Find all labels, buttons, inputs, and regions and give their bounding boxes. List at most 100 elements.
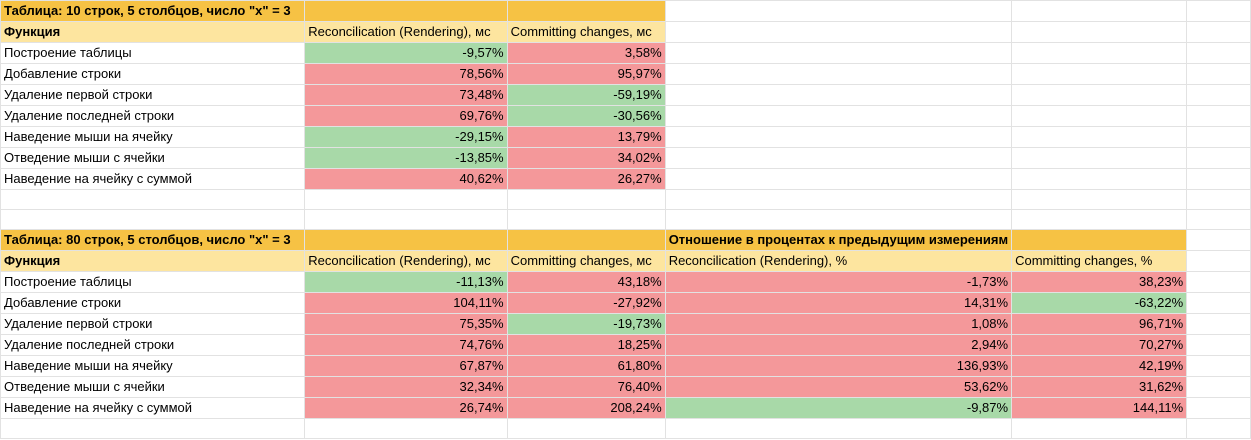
cell[interactable] <box>1186 21 1251 43</box>
cell[interactable] <box>506 189 666 210</box>
table2-value-cell[interactable]: 1,08% <box>664 313 1013 335</box>
cell[interactable] <box>1011 126 1188 148</box>
table2-value-cell[interactable]: 136,93% <box>664 355 1013 377</box>
cell[interactable] <box>1186 229 1251 251</box>
cell[interactable] <box>1186 84 1251 106</box>
table1-header-function[interactable]: Функция <box>0 21 306 43</box>
table1-function-name[interactable]: Добавление строки <box>0 63 306 85</box>
cell[interactable] <box>1011 42 1188 64</box>
table1-header-rendering[interactable]: Reconcilication (Rendering), мс <box>304 21 508 43</box>
table2-value-cell[interactable]: 14,31% <box>664 292 1013 314</box>
table2-value-cell[interactable]: 31,62% <box>1011 376 1188 398</box>
table1-value-cell[interactable]: 40,62% <box>304 168 508 190</box>
cell[interactable] <box>1186 313 1251 335</box>
cell[interactable] <box>304 0 508 22</box>
table2-value-cell[interactable]: -27,92% <box>506 292 666 314</box>
table2-value-cell[interactable]: -11,13% <box>304 271 508 293</box>
table1-function-name[interactable]: Построение таблицы <box>0 42 306 64</box>
table1-value-cell[interactable]: 13,79% <box>506 126 666 148</box>
table1-function-name[interactable]: Удаление первой строки <box>0 84 306 106</box>
cell[interactable] <box>664 84 1013 106</box>
table2-function-name[interactable]: Отведение мыши с ячейки <box>0 376 306 398</box>
table2-value-cell[interactable]: 2,94% <box>664 334 1013 356</box>
table1-function-name[interactable]: Наведение на ячейку с суммой <box>0 168 306 190</box>
cell[interactable] <box>1186 376 1251 398</box>
table1-value-cell[interactable]: -13,85% <box>304 147 508 169</box>
table1-function-name[interactable]: Удаление последней строки <box>0 105 306 127</box>
table1-value-cell[interactable]: 3,58% <box>506 42 666 64</box>
cell[interactable] <box>1011 21 1188 43</box>
table2-function-name[interactable]: Построение таблицы <box>0 271 306 293</box>
table1-header-committing[interactable]: Committing changes, мс <box>506 21 666 43</box>
cell[interactable] <box>1186 147 1251 169</box>
table2-value-cell[interactable]: 208,24% <box>506 397 666 419</box>
table2-value-cell[interactable]: 42,19% <box>1011 355 1188 377</box>
table2-value-cell[interactable]: 76,40% <box>506 376 666 398</box>
table2-function-name[interactable]: Наведение мыши на ячейку <box>0 355 306 377</box>
table1-value-cell[interactable]: 34,02% <box>506 147 666 169</box>
table1-function-name[interactable]: Наведение мыши на ячейку <box>0 126 306 148</box>
table1-function-name[interactable]: Отведение мыши с ячейки <box>0 147 306 169</box>
cell[interactable] <box>1186 355 1251 377</box>
table2-value-cell[interactable]: -1,73% <box>664 271 1013 293</box>
table2-ratio-title[interactable]: Отношение в процентах к предыдущим измер… <box>664 229 1013 251</box>
table1-title[interactable]: Таблица: 10 строк, 5 столбцов, число "x"… <box>0 0 306 22</box>
table2-value-cell[interactable]: -19,73% <box>506 313 666 335</box>
cell[interactable] <box>664 0 1013 22</box>
table1-value-cell[interactable]: -29,15% <box>304 126 508 148</box>
table2-value-cell[interactable]: 96,71% <box>1011 313 1188 335</box>
table2-value-cell[interactable]: 61,80% <box>506 355 666 377</box>
table2-header-committing-ms[interactable]: Committing changes, мс <box>506 250 666 272</box>
table2-value-cell[interactable]: 32,34% <box>304 376 508 398</box>
cell[interactable] <box>1011 168 1188 190</box>
table2-value-cell[interactable]: 104,11% <box>304 292 508 314</box>
cell[interactable] <box>304 189 508 210</box>
cell[interactable] <box>1011 105 1188 127</box>
table2-header-function[interactable]: Функция <box>0 250 306 272</box>
table2-function-name[interactable]: Наведение на ячейку с суммой <box>0 397 306 419</box>
table1-value-cell[interactable]: 95,97% <box>506 63 666 85</box>
table2-header-committing-pct[interactable]: Committing changes, % <box>1011 250 1188 272</box>
cell[interactable] <box>1186 42 1251 64</box>
cell[interactable] <box>664 21 1013 43</box>
cell[interactable] <box>664 418 1013 439</box>
cell[interactable] <box>0 209 306 230</box>
cell[interactable] <box>1011 418 1188 439</box>
cell[interactable] <box>1011 229 1188 251</box>
cell[interactable] <box>506 418 666 439</box>
table2-value-cell[interactable]: 43,18% <box>506 271 666 293</box>
cell[interactable] <box>1011 84 1188 106</box>
cell[interactable] <box>506 209 666 230</box>
cell[interactable] <box>1186 250 1251 272</box>
table2-value-cell[interactable]: 75,35% <box>304 313 508 335</box>
table2-value-cell[interactable]: -9,87% <box>664 397 1013 419</box>
cell[interactable] <box>1186 418 1251 439</box>
cell[interactable] <box>1186 292 1251 314</box>
cell[interactable] <box>1186 334 1251 356</box>
cell[interactable] <box>664 126 1013 148</box>
cell[interactable] <box>1186 168 1251 190</box>
cell[interactable] <box>304 209 508 230</box>
cell[interactable] <box>0 418 306 439</box>
cell[interactable] <box>1011 63 1188 85</box>
cell[interactable] <box>1186 209 1251 230</box>
table2-value-cell[interactable]: 70,27% <box>1011 334 1188 356</box>
table2-function-name[interactable]: Удаление первой строки <box>0 313 306 335</box>
cell[interactable] <box>1011 0 1188 22</box>
cell[interactable] <box>664 189 1013 210</box>
cell[interactable] <box>1186 0 1251 22</box>
table2-header-rendering-ms[interactable]: Reconcilication (Rendering), мс <box>304 250 508 272</box>
table2-function-name[interactable]: Удаление последней строки <box>0 334 306 356</box>
cell[interactable] <box>1186 126 1251 148</box>
table2-value-cell[interactable]: 38,23% <box>1011 271 1188 293</box>
cell[interactable] <box>304 229 508 251</box>
table2-value-cell[interactable]: 144,11% <box>1011 397 1188 419</box>
table2-value-cell[interactable]: 18,25% <box>506 334 666 356</box>
cell[interactable] <box>506 229 666 251</box>
table2-value-cell[interactable]: 53,62% <box>664 376 1013 398</box>
cell[interactable] <box>1011 147 1188 169</box>
cell[interactable] <box>1186 397 1251 419</box>
table1-value-cell[interactable]: 26,27% <box>506 168 666 190</box>
table2-value-cell[interactable]: 26,74% <box>304 397 508 419</box>
